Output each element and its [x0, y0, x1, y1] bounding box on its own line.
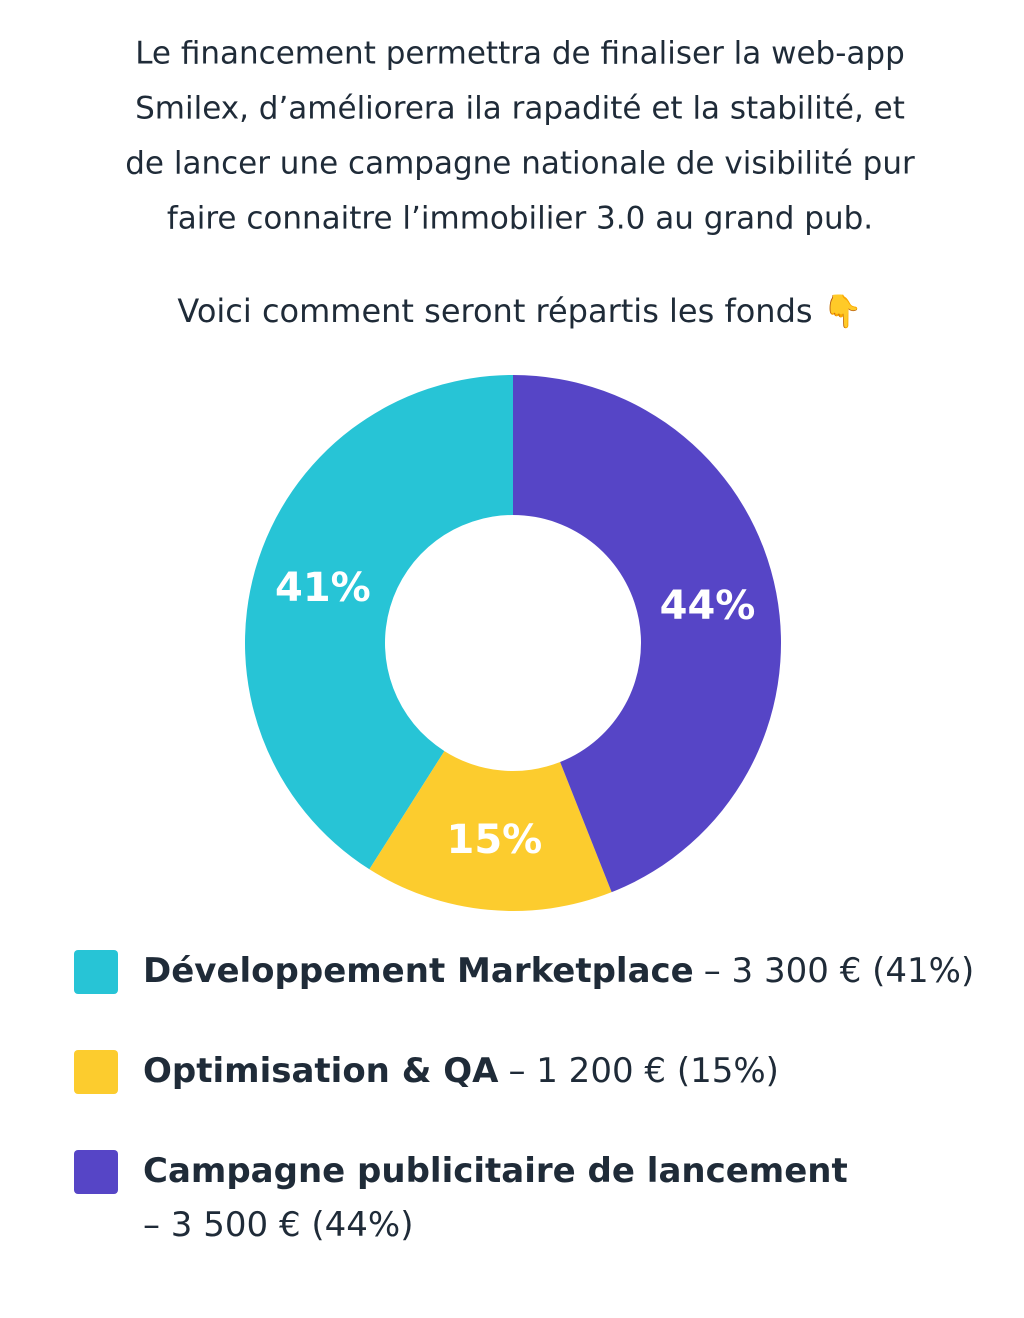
legend-entry: Campagne publicitaire de lancement – 3 50…: [143, 1151, 848, 1245]
legend-label: Optimisation & QA: [143, 1051, 499, 1091]
legend-label: Développement Marketplace: [143, 951, 694, 991]
donut-slice: [369, 751, 612, 912]
legend-swatch: [74, 1050, 118, 1094]
legend-detail: – 3 500 € (44%): [143, 1205, 414, 1245]
slice-label: 41%: [275, 565, 371, 611]
intro-line: Smilex, d’améliorera ila rapadité et la …: [135, 91, 905, 127]
legend-entry: Développement Marketplace – 3 300 € (41%): [143, 951, 974, 991]
slice-label: 15%: [446, 817, 542, 863]
legend-detail: – 3 300 € (41%): [704, 951, 975, 991]
donut-slice: [513, 375, 782, 893]
intro-line: de lancer une campagne nationale de visi…: [125, 146, 915, 182]
legend-label: Campagne publicitaire de lancement: [143, 1151, 848, 1191]
legend-swatch: [74, 950, 118, 994]
intro-line: faire connaitre l’immobilier 3.0 au gran…: [167, 201, 873, 237]
slice-label: 44%: [660, 583, 756, 629]
legend-detail: – 1 200 € (15%): [508, 1051, 779, 1091]
donut-slice: [244, 375, 513, 870]
legend-swatch: [74, 1150, 118, 1194]
legend-entry: Optimisation & QA – 1 200 € (15%): [143, 1051, 779, 1091]
chart-title: Voici comment seront répartis les fonds …: [177, 292, 862, 330]
intro-line: Le financement permettra de finaliser la…: [135, 36, 905, 72]
